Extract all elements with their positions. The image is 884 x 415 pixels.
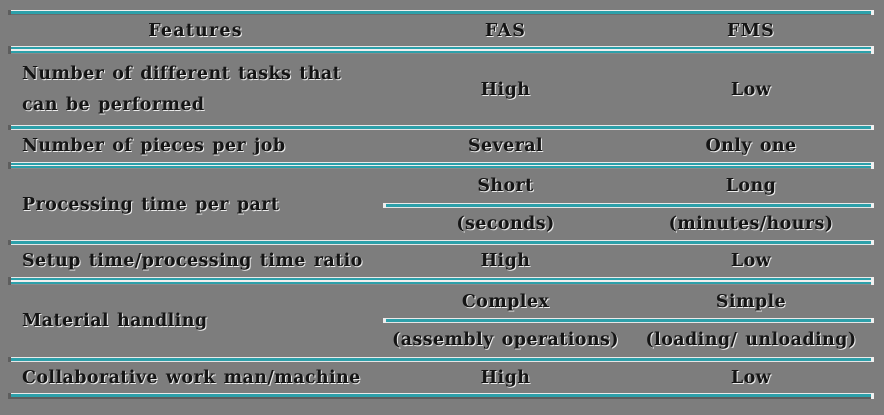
feature-label: Number of different tasks that can be pe… [8,59,383,121]
table-row-tasks: Number of different tasks that can be pe… [8,54,874,125]
fas-value: High [480,79,531,100]
feature-label: Setup time/processing time ratio [22,251,363,271]
divider [8,357,874,362]
sub-divider [383,318,874,323]
fms-value: Simple [715,291,787,312]
fms-value: Low [730,367,772,388]
header-cell-fms: FMS [726,20,776,41]
value-subrow: Short Long [383,169,874,203]
comparison-table: Features FAS FMS Number of different tas… [8,10,874,399]
feature-label-line1: Number of different tasks that [22,63,342,84]
table-row-material-handling: Material handling Complex Simple (assemb… [8,285,874,357]
feature-label: Number of pieces per job [22,136,286,156]
fas-value: High [480,251,531,271]
header-cell-fas: FAS [484,20,527,41]
header-cell-features: Features [148,20,243,41]
fas-value: Complex [461,291,550,312]
fms-value: Low [730,79,772,100]
table-row-collaborative: Collaborative work man/machine High Low [8,362,874,393]
value-subrow: (assembly operations) (loading/ unloadin… [383,323,874,357]
value-subrow: Complex Simple [383,285,874,318]
fms-value-detail: (loading/ unloading) [645,330,857,350]
fas-value-detail: (assembly operations) [392,330,619,350]
fms-value: Low [730,251,772,271]
value-subcolumn: Short Long (seconds) (minutes/hours) [383,169,874,240]
divider [8,240,874,245]
header-row: Features FAS FMS [8,15,874,46]
feature-label: Processing time per part [22,194,280,215]
divider [8,162,874,169]
value-subcolumn: Complex Simple (assembly operations) (lo… [383,285,874,357]
table-row-processing-time: Processing time per part Short Long (sec… [8,169,874,240]
feature-label-line2: can be performed [22,94,205,115]
table-row-pieces: Number of pieces per job Several Only on… [8,130,874,162]
divider [8,125,874,130]
divider-after-header [8,46,874,54]
divider [8,277,874,285]
fas-value: Short [477,176,534,196]
value-subrow: (seconds) (minutes/hours) [383,208,874,240]
sub-divider [383,203,874,208]
feature-label: Material handling [22,311,208,331]
table-row-setup-time: Setup time/processing time ratio High Lo… [8,245,874,277]
fas-value: Several [467,136,544,156]
feature-label: Collaborative work man/machine [22,367,361,388]
fas-value: High [480,367,531,388]
table-bottom-border [8,393,874,399]
fas-value-detail: (seconds) [456,214,555,234]
fms-value: Only one [705,136,797,156]
table-top-border [8,10,874,15]
fms-value-detail: (minutes/hours) [668,214,834,234]
fms-value: Long [725,176,777,196]
